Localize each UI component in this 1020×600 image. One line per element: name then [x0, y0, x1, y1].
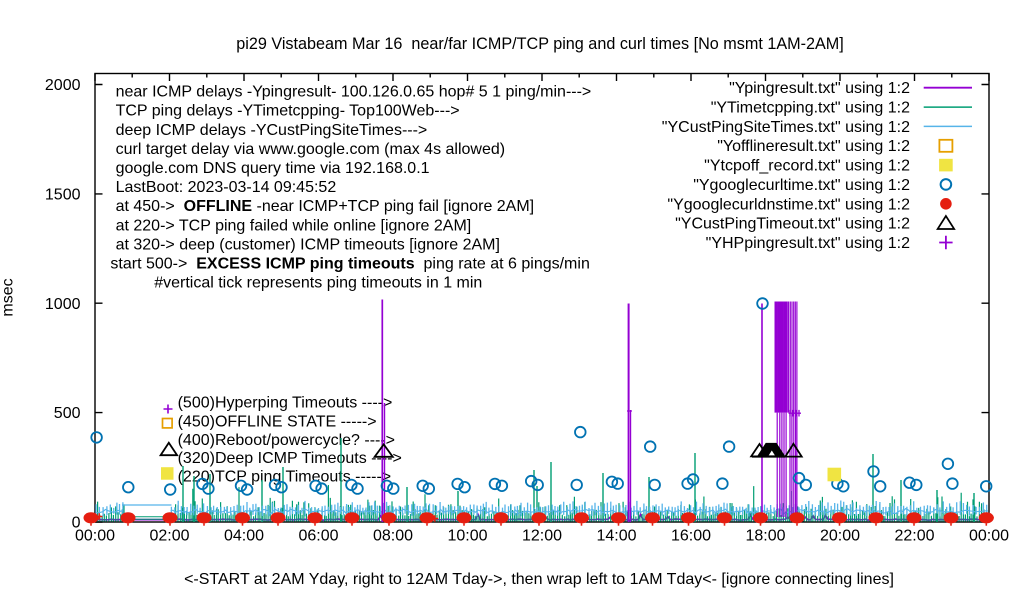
svg-text:at 450-> OFFLINE -near ICMP+T: at 450-> OFFLINE -near ICMP+TCP ping fai…	[116, 198, 535, 215]
svg-text:(400)Reboot/powercycle? ---->: (400)Reboot/powercycle? ---->	[178, 432, 395, 449]
svg-text:"Ygooglecurldnstime.txt" using: "Ygooglecurldnstime.txt" using 1:2	[667, 196, 910, 213]
svg-text:start 500-> EXCESS ICMP ping: start 500-> EXCESS ICMP ping timeouts pi…	[110, 256, 589, 273]
svg-text:#vertical tick represents ping: #vertical tick represents ping timeouts …	[154, 275, 482, 292]
svg-text:(450)OFFLINE STATE ----->: (450)OFFLINE STATE ----->	[178, 414, 377, 431]
svg-text:00:00: 00:00	[969, 528, 1009, 545]
svg-text:"Ygooglecurltime.txt" using 1:: "Ygooglecurltime.txt" using 1:2	[693, 177, 910, 194]
svg-text:"YTimetcpping.txt" using 1:2: "YTimetcpping.txt" using 1:2	[711, 100, 910, 117]
svg-text:22:00: 22:00	[894, 528, 934, 545]
svg-text:curl target delay via www.goog: curl target delay via www.google.com (ma…	[116, 141, 506, 158]
svg-text:google.com DNS query time via: google.com DNS query time via 192.168.0.…	[116, 160, 430, 177]
svg-text:"YCustPingSiteTimes.txt" using: "YCustPingSiteTimes.txt" using 1:2	[662, 119, 910, 136]
svg-text:<-START at 2AM Yday, right to: <-START at 2AM Yday, right to 12AM Tday-…	[184, 571, 894, 588]
svg-text:(220)TCP ping Timeouts ----->: (220)TCP ping Timeouts ----->	[178, 469, 392, 486]
svg-text:"YCustPingTimeout.txt" using 1: "YCustPingTimeout.txt" using 1:2	[675, 216, 910, 233]
svg-text:"Ypingresult.txt" using 1:2: "Ypingresult.txt" using 1:2	[729, 80, 910, 97]
svg-text:12:00: 12:00	[522, 528, 562, 545]
svg-text:"Ytcpoff_record.txt" using 1:2: "Ytcpoff_record.txt" using 1:2	[704, 158, 910, 175]
svg-text:06:00: 06:00	[298, 528, 338, 545]
svg-text:1000: 1000	[45, 296, 81, 313]
svg-text:deep ICMP delays -YCustPingSit: deep ICMP delays -YCustPingSiteTimes--->	[116, 122, 428, 139]
svg-text:00:00: 00:00	[75, 528, 115, 545]
svg-text:"Yofflineresult.txt" using 1:2: "Yofflineresult.txt" using 1:2	[717, 138, 910, 155]
svg-text:LastBoot: 2023-03-14 09:45:52: LastBoot: 2023-03-14 09:45:52	[116, 179, 337, 196]
svg-text:02:00: 02:00	[149, 528, 189, 545]
svg-text:"YHPpingresult.txt" using 1:2: "YHPpingresult.txt" using 1:2	[706, 235, 910, 252]
svg-text:14:00: 14:00	[596, 528, 636, 545]
svg-text:pi29 Vistabeam Mar 16 near/fa: pi29 Vistabeam Mar 16 near/far ICMP/TCP …	[236, 35, 844, 53]
svg-text:1500: 1500	[45, 186, 81, 203]
svg-text:at 220-> TCP ping failed while: at 220-> TCP ping failed while online [i…	[116, 217, 472, 234]
svg-text:08:00: 08:00	[373, 528, 413, 545]
svg-text:at 320-> deep (customer) ICMP: at 320-> deep (customer) ICMP timeouts […	[116, 236, 500, 253]
svg-text:16:00: 16:00	[671, 528, 711, 545]
svg-text:msec: msec	[0, 278, 17, 316]
svg-text:(500)Hyperping Timeouts ---->: (500)Hyperping Timeouts ---->	[178, 395, 393, 412]
svg-text:500: 500	[54, 405, 81, 422]
svg-text:04:00: 04:00	[224, 528, 264, 545]
svg-text:0: 0	[72, 515, 81, 532]
svg-text:near ICMP delays -Ypingresult-: near ICMP delays -Ypingresult- 100.126.0…	[116, 84, 592, 101]
svg-text:18:00: 18:00	[745, 528, 785, 545]
svg-text:20:00: 20:00	[820, 528, 860, 545]
svg-text:TCP ping delays -YTimetcpping-: TCP ping delays -YTimetcpping- Top100Web…	[116, 103, 460, 120]
svg-text:(320)Deep ICMP Timeouts ---->: (320)Deep ICMP Timeouts ---->	[178, 450, 402, 467]
svg-text:2000: 2000	[45, 77, 81, 94]
svg-text:10:00: 10:00	[447, 528, 487, 545]
